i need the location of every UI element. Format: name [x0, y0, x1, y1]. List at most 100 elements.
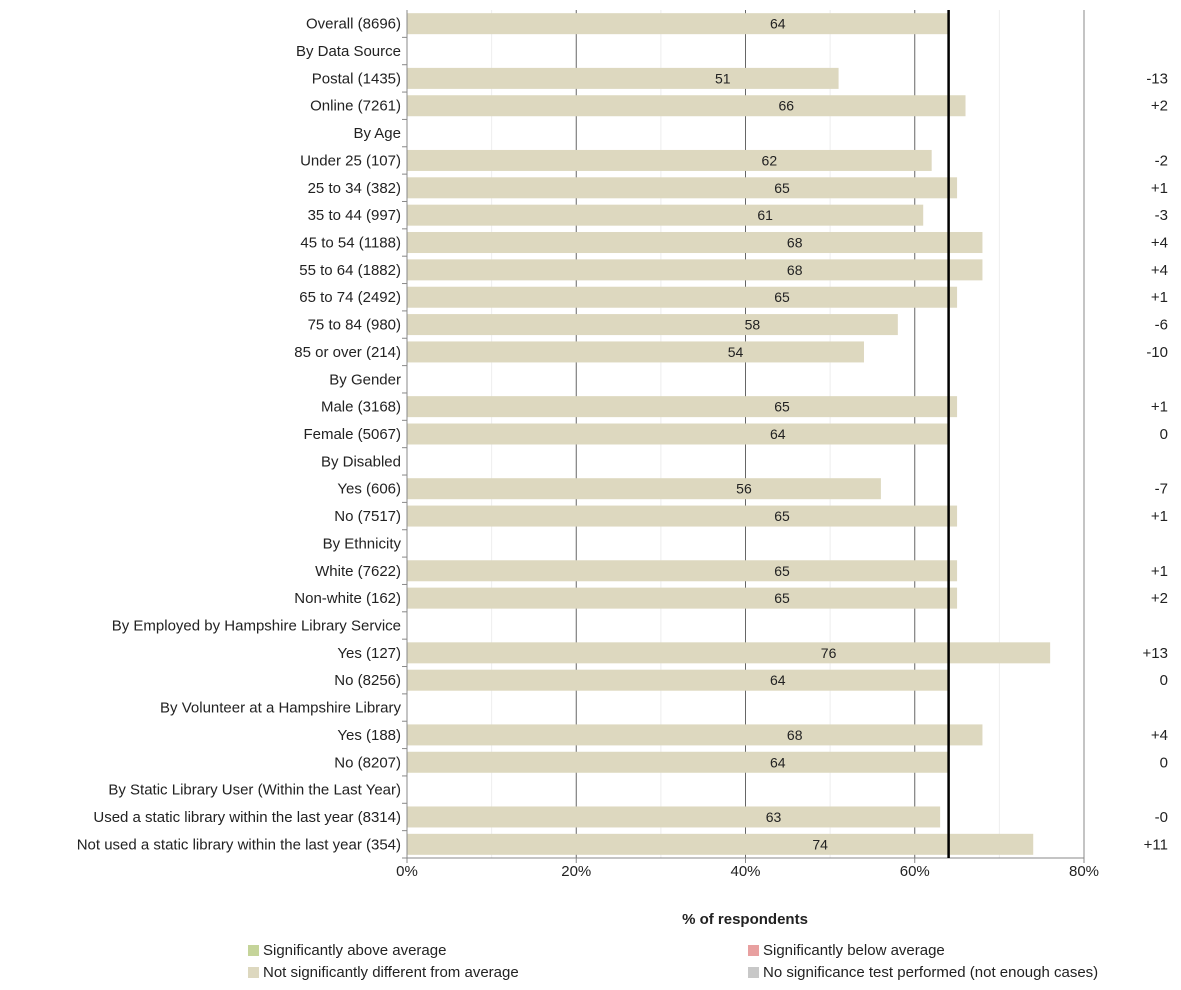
bar — [407, 642, 1051, 664]
bar-value-label: 68 — [787, 235, 803, 251]
bar — [407, 505, 958, 527]
difference-label: -13 — [1146, 70, 1168, 87]
bar — [407, 751, 949, 773]
category-label: 85 or over (214) — [294, 344, 401, 361]
category-label: By Gender — [329, 371, 401, 388]
difference-label: +4 — [1151, 727, 1168, 744]
legend-label-above: Significantly above average — [263, 942, 447, 959]
difference-label: +1 — [1151, 289, 1168, 306]
bar-value-label: 65 — [774, 180, 790, 196]
bar — [407, 67, 839, 89]
category-label: By Employed by Hampshire Library Service — [112, 617, 401, 634]
category-label: By Ethnicity — [323, 535, 402, 552]
category-label: 65 to 74 (2492) — [299, 289, 401, 306]
legend-item-no-test: No significance test performed (not enou… — [748, 964, 1098, 981]
bar-value-label: 64 — [770, 754, 786, 770]
category-label: No (8207) — [334, 754, 401, 771]
bar — [407, 669, 949, 691]
bar — [407, 478, 881, 500]
x-tick-label: 60% — [900, 863, 930, 880]
category-label: 35 to 44 (997) — [308, 207, 401, 224]
category-label: Used a static library within the last ye… — [93, 809, 401, 826]
bar-value-label: 65 — [774, 289, 790, 305]
category-label: 45 to 54 (1188) — [300, 235, 401, 252]
difference-label: +1 — [1151, 399, 1168, 416]
bar-value-label: 64 — [770, 426, 786, 442]
category-label: Female (5067) — [303, 426, 401, 443]
x-tick-label: 80% — [1069, 863, 1099, 880]
difference-labels: -13 +2 -2 +1 -3 +4 +4 +1 -6 -10 +1 0 -7 +1 +1 +2 +13 0 +4 0… — [1143, 70, 1168, 853]
difference-label: +4 — [1151, 235, 1168, 252]
difference-label: +1 — [1151, 180, 1168, 197]
bar-value-label: 65 — [774, 590, 790, 606]
category-label: Online (7261) — [310, 98, 401, 115]
category-label: Yes (606) — [337, 481, 401, 498]
legend-item-above: Significantly above average — [248, 942, 446, 959]
difference-label: -2 — [1155, 152, 1168, 169]
category-label: By Age — [353, 125, 401, 142]
category-label: 55 to 64 (1882) — [299, 262, 401, 279]
legend-item-not-different: Not significantly different from average — [248, 964, 519, 981]
x-tick-label: 0% — [396, 863, 418, 880]
x-tick-label: 40% — [730, 863, 760, 880]
category-labels: Overall (8696) By Data Source Postal (1435… — [77, 16, 402, 854]
category-label: Yes (188) — [337, 727, 401, 744]
bar — [407, 806, 941, 828]
bar — [407, 232, 983, 254]
difference-label: +4 — [1151, 262, 1168, 279]
category-label: By Volunteer at a Hampshire Library — [160, 700, 401, 717]
bar — [407, 177, 958, 199]
difference-label: -6 — [1155, 317, 1168, 334]
bar-value-label: 65 — [774, 508, 790, 524]
category-label: Overall (8696) — [306, 16, 401, 33]
bar — [407, 286, 958, 308]
difference-label: +2 — [1151, 590, 1168, 607]
bar — [407, 587, 958, 609]
category-label: 25 to 34 (382) — [308, 180, 401, 197]
bars — [407, 13, 1051, 855]
bar-value-label: 65 — [774, 399, 790, 415]
category-label: White (7622) — [315, 563, 401, 580]
bar — [407, 833, 1034, 855]
difference-label: 0 — [1160, 426, 1168, 443]
difference-label: 0 — [1160, 672, 1168, 689]
difference-label: +13 — [1143, 645, 1168, 662]
bar-value-label: 76 — [821, 645, 837, 661]
category-label: By Static Library User (Within the Last … — [108, 782, 401, 799]
bar-chart: Overall (8696) By Data Source Postal (1435… — [77, 10, 1168, 928]
difference-label: -7 — [1155, 481, 1168, 498]
bar-value-label: 62 — [762, 152, 778, 168]
bar-value-label: 66 — [778, 98, 794, 114]
category-label: Not used a static library within the las… — [77, 836, 401, 853]
difference-label: -0 — [1155, 809, 1168, 826]
data-labels: 6451666265616868655854656456656565766468… — [715, 16, 837, 853]
bar — [407, 314, 898, 336]
bar — [407, 259, 983, 281]
difference-label: -3 — [1155, 207, 1168, 224]
category-label: Under 25 (107) — [300, 152, 401, 169]
bar-value-label: 51 — [715, 70, 731, 86]
category-label: Postal (1435) — [312, 70, 401, 87]
bar-value-label: 63 — [766, 809, 782, 825]
category-label: By Data Source — [296, 43, 401, 60]
bar — [407, 341, 864, 363]
difference-label: +1 — [1151, 563, 1168, 580]
category-label: Male (3168) — [321, 399, 401, 416]
legend-swatch-below — [748, 945, 759, 956]
legend-label-no-test: No significance test performed (not enou… — [763, 964, 1099, 981]
category-label: By Disabled — [321, 453, 401, 470]
category-label: Yes (127) — [337, 645, 401, 662]
difference-label: -10 — [1146, 344, 1168, 361]
category-label: 75 to 84 (980) — [308, 317, 401, 334]
bar-value-label: 61 — [757, 207, 773, 223]
legend-swatch-not-different — [248, 967, 259, 978]
category-label: No (7517) — [334, 508, 401, 525]
bar-value-label: 64 — [770, 672, 786, 688]
legend-swatch-no-test — [748, 967, 759, 978]
difference-label: +11 — [1144, 836, 1168, 853]
category-label: No (8256) — [334, 672, 401, 689]
difference-label: 0 — [1160, 754, 1168, 771]
legend-swatch-above — [248, 945, 259, 956]
difference-label: +1 — [1151, 508, 1168, 525]
bar — [407, 724, 983, 746]
